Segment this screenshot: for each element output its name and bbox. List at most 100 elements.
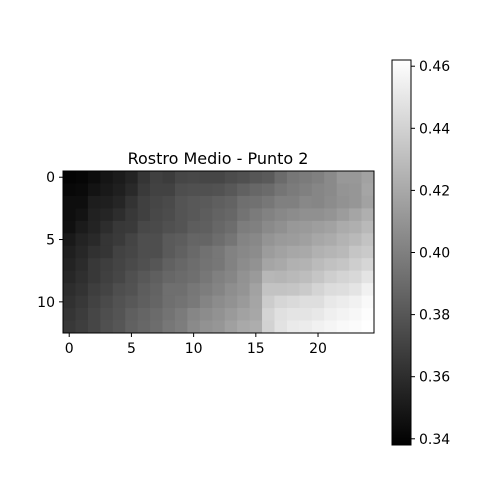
- heatmap-cell: [237, 220, 250, 234]
- heatmap-cell: [336, 270, 350, 284]
- heatmap-cell: [249, 295, 263, 309]
- heatmap-cell: [324, 283, 338, 297]
- heatmap-cell: [361, 183, 375, 197]
- heatmap-cell: [262, 320, 275, 334]
- heatmap-cell: [75, 283, 89, 297]
- heatmap-cell: [63, 258, 76, 272]
- heatmap-cell: [100, 245, 114, 259]
- heatmap-cell: [87, 308, 101, 321]
- heatmap-cell: [237, 283, 250, 297]
- heatmap-cell: [237, 258, 250, 272]
- heatmap-cell: [75, 220, 89, 234]
- heatmap-cell: [349, 295, 362, 309]
- heatmap-cell: [125, 233, 139, 247]
- heatmap-cell: [199, 283, 213, 297]
- heatmap-cell: [100, 233, 114, 247]
- heatmap-cell: [336, 183, 350, 197]
- heatmap-cell: [199, 308, 213, 321]
- heatmap-cell: [87, 171, 101, 184]
- x-tick-label: 0: [65, 341, 74, 357]
- heatmap-cell: [311, 183, 325, 197]
- heatmap-cell: [212, 320, 226, 334]
- heatmap-cell: [174, 183, 188, 197]
- heatmap-cell: [199, 171, 213, 184]
- heatmap-cell: [224, 283, 238, 297]
- heatmap-cell: [324, 245, 338, 259]
- heatmap-cell: [249, 208, 263, 222]
- heatmap-cell: [100, 308, 114, 321]
- heatmap-cell: [150, 258, 163, 272]
- heatmap-cell: [112, 171, 126, 184]
- heatmap-cell: [63, 270, 76, 284]
- heatmap-cell: [75, 308, 89, 321]
- chart-title: Rostro Medio - Punto 2: [128, 149, 309, 168]
- heatmap-cell: [224, 220, 238, 234]
- heatmap-cell: [137, 220, 151, 234]
- heatmap-cell: [249, 233, 263, 247]
- heatmap-cell: [112, 295, 126, 309]
- heatmap-cell: [311, 270, 325, 284]
- heatmap-cell: [212, 283, 226, 297]
- x-tick-label: 15: [247, 341, 265, 357]
- heatmap-cell: [249, 245, 263, 259]
- heatmap-cell: [125, 308, 139, 321]
- colorbar-tick-label: 0.40: [419, 246, 450, 262]
- heatmap-cell: [324, 320, 338, 334]
- heatmap-cell: [63, 171, 76, 184]
- heatmap-cell: [274, 283, 288, 297]
- heatmap-cell: [112, 258, 126, 272]
- heatmap-cell: [150, 295, 163, 309]
- heatmap-cell: [187, 320, 201, 334]
- heatmap-cell: [249, 270, 263, 284]
- heatmap-cell: [125, 195, 139, 209]
- heatmap-cell: [361, 320, 375, 334]
- heatmap-cell: [274, 295, 288, 309]
- heatmap-cell: [212, 245, 226, 259]
- heatmap-cell: [199, 320, 213, 334]
- heatmap-cell: [299, 245, 313, 259]
- heatmap-cell: [75, 208, 89, 222]
- heatmap-cell: [361, 245, 375, 259]
- heatmap-cell: [212, 183, 226, 197]
- heatmap-cell: [112, 220, 126, 234]
- heatmap-cell: [212, 270, 226, 284]
- heatmap-cell: [299, 183, 313, 197]
- colorbar-tick-label: 0.38: [419, 308, 450, 324]
- heatmap-cell: [286, 233, 300, 247]
- heatmap-cell: [212, 258, 226, 272]
- heatmap-cell: [336, 171, 350, 184]
- heatmap-cell: [87, 320, 101, 334]
- heatmap-cell: [125, 320, 139, 334]
- heatmap-cell: [125, 220, 139, 234]
- heatmap-cell: [75, 295, 89, 309]
- heatmap-cell: [336, 320, 350, 334]
- heatmap-cell: [150, 283, 163, 297]
- heatmap-cell: [63, 195, 76, 209]
- heatmap-cell: [286, 258, 300, 272]
- heatmap-cell: [262, 283, 275, 297]
- heatmap-cell: [311, 195, 325, 209]
- colorbar-axis: 0.34 0.36 0.38 0.40 0.42 0.44 0.46: [411, 59, 450, 448]
- heatmap-cell: [274, 245, 288, 259]
- heatmap-cell: [63, 320, 76, 334]
- colorbar-tick-label: 0.42: [419, 183, 450, 199]
- heatmap-cell: [262, 270, 275, 284]
- heatmap-cell: [100, 320, 114, 334]
- heatmap-cell: [237, 245, 250, 259]
- heatmap-cell: [75, 183, 89, 197]
- heatmap-cell: [237, 270, 250, 284]
- heatmap-cell: [324, 208, 338, 222]
- heatmap-cell: [262, 295, 275, 309]
- heatmap-cell: [237, 183, 250, 197]
- heatmap-cell: [361, 208, 375, 222]
- heatmap-cell: [87, 208, 101, 222]
- heatmap-cell: [150, 245, 163, 259]
- heatmap-cell: [224, 233, 238, 247]
- heatmap-cell: [199, 245, 213, 259]
- heatmap-cell: [162, 195, 176, 209]
- heatmap-cell: [299, 270, 313, 284]
- heatmap-cell: [63, 245, 76, 259]
- heatmap-cell: [63, 208, 76, 222]
- heatmap-cell: [63, 295, 76, 309]
- heatmap-cell: [286, 270, 300, 284]
